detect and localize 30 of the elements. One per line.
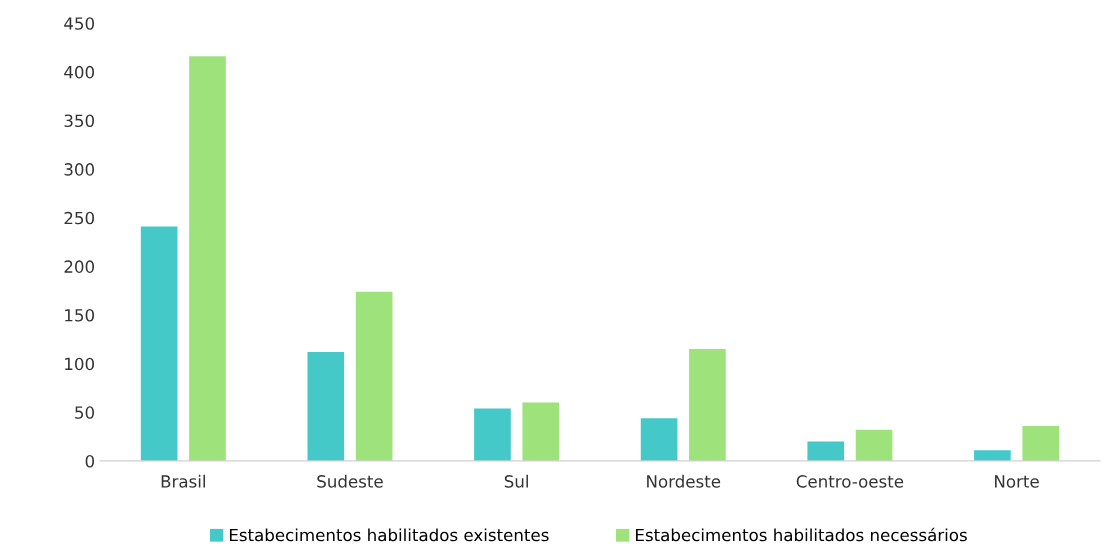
legend-label: Estabecimentos habilitados necessários [636, 527, 967, 542]
bar [140, 226, 178, 461]
y-tick-label: 300 [64, 163, 95, 176]
legend-label: Estabecimentos habilitados existentes [229, 528, 549, 542]
y-tick-label: 250 [64, 211, 95, 225]
y-tick-label: 100 [65, 357, 95, 371]
x-tick-label: Norte [995, 475, 1039, 488]
bar [640, 418, 678, 461]
x-tick-label: Brasil [161, 474, 205, 488]
bar [1022, 425, 1060, 461]
bar [474, 408, 511, 461]
y-tick-label: 150 [65, 309, 95, 322]
x-tick-label: Nordeste [647, 474, 721, 488]
bar [807, 441, 845, 461]
bar [855, 429, 893, 461]
y-tick-label: 400 [64, 65, 95, 79]
bar [974, 450, 1011, 461]
y-tick-label: 200 [64, 260, 95, 273]
y-tick-label: 0 [85, 454, 95, 468]
bar [355, 291, 393, 461]
y-tick-label: 350 [64, 114, 95, 128]
bar [307, 352, 345, 461]
y-tick-label: 450 [64, 17, 95, 30]
bar [689, 349, 726, 461]
bar [189, 56, 226, 461]
x-tick-label: Centro-oeste [796, 475, 904, 488]
bar [522, 402, 560, 461]
y-tick-label: 50 [75, 406, 95, 419]
x-tick-label: Sul [504, 474, 528, 488]
x-tick-label: Sudeste [317, 474, 383, 488]
